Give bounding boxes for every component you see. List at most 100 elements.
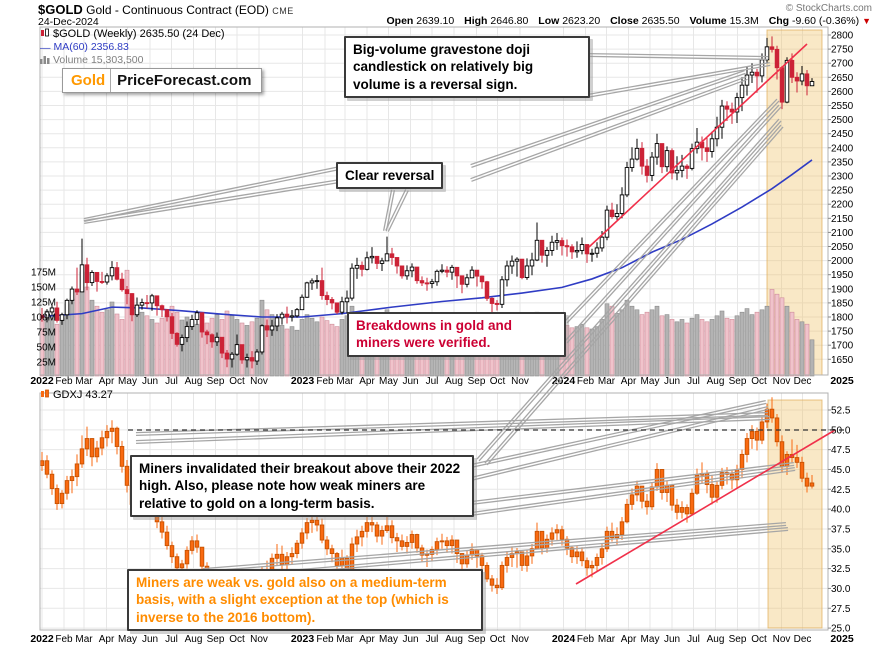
svg-text:Dec: Dec (794, 634, 812, 645)
svg-text:125M: 125M (31, 298, 56, 309)
svg-text:37.5: 37.5 (831, 524, 851, 535)
svg-text:25.0: 25.0 (831, 624, 851, 635)
svg-text:2750: 2750 (831, 45, 854, 56)
svg-text:Aug: Aug (185, 634, 203, 645)
svg-text:2450: 2450 (831, 129, 854, 140)
svg-text:Oct: Oct (490, 634, 506, 645)
svg-text:27.5: 27.5 (831, 604, 851, 615)
chart-title-line: $GOLD Gold - Continuous Contract (EOD) C… (38, 2, 294, 17)
svg-text:30.0: 30.0 (831, 584, 851, 595)
candlestick-icon (40, 28, 50, 42)
svg-text:Feb: Feb (55, 634, 73, 645)
close-value: 2635.50 (641, 15, 680, 27)
instrument-title: Gold - Continuous Contract (EOD) (86, 3, 269, 17)
ma-line-icon: — (40, 42, 51, 54)
svg-text:Jun: Jun (142, 376, 158, 387)
svg-text:32.5: 32.5 (831, 564, 851, 575)
gold-legend-volume: Volume 15,303,500 (53, 54, 144, 66)
svg-text:1950: 1950 (831, 270, 854, 281)
chart-date: 24-Dec-2024 (38, 16, 99, 28)
svg-text:2025: 2025 (830, 633, 854, 645)
svg-text:Sep: Sep (729, 634, 747, 645)
svg-text:2500: 2500 (831, 115, 854, 126)
svg-text:Feb: Feb (55, 376, 73, 387)
svg-text:Jun: Jun (142, 634, 158, 645)
svg-text:May: May (641, 376, 660, 387)
svg-text:Oct: Oct (751, 376, 767, 387)
exchange-label: CME (272, 6, 294, 16)
svg-text:Jul: Jul (426, 376, 439, 387)
svg-text:2300: 2300 (831, 172, 854, 183)
watermark-gold-label: Gold (71, 72, 106, 89)
svg-text:Aug: Aug (707, 634, 725, 645)
high-value: 2646.80 (490, 15, 529, 27)
svg-text:Aug: Aug (445, 634, 463, 645)
svg-text:35.0: 35.0 (831, 544, 851, 555)
svg-text:47.5: 47.5 (831, 445, 851, 456)
symbol-label: $GOLD (38, 2, 83, 17)
svg-text:Apr: Apr (99, 376, 115, 387)
svg-text:Apr: Apr (621, 634, 637, 645)
gdxj-legend: GDXJ 43.27 (40, 389, 113, 402)
priceforecast-watermark: Gold PriceForecast.com (62, 68, 263, 93)
svg-text:52.5: 52.5 (831, 406, 851, 417)
watermark-site-label: PriceForecast.com (110, 69, 261, 92)
svg-text:Sep: Sep (468, 376, 486, 387)
svg-text:Jun: Jun (664, 634, 680, 645)
low-label: Low (538, 15, 560, 27)
svg-text:Apr: Apr (359, 634, 375, 645)
svg-text:May: May (641, 634, 660, 645)
svg-text:75M: 75M (37, 328, 56, 339)
svg-text:2000: 2000 (831, 256, 854, 267)
svg-text:Jun: Jun (664, 376, 680, 387)
svg-text:Nov: Nov (511, 376, 529, 387)
svg-text:Oct: Oct (229, 376, 245, 387)
svg-text:2050: 2050 (831, 242, 854, 253)
svg-text:175M: 175M (31, 268, 56, 279)
svg-text:2800: 2800 (831, 31, 854, 42)
svg-text:Jul: Jul (165, 376, 178, 387)
price-down-triangle-icon: ▼ (862, 16, 871, 26)
gold-legend-ma: MA(60) 2356.83 (53, 41, 129, 53)
svg-text:50.0: 50.0 (831, 425, 851, 436)
svg-text:100M: 100M (31, 313, 56, 324)
close-label: Close (610, 15, 639, 27)
open-label: Open (386, 15, 414, 27)
svg-text:Sep: Sep (207, 634, 225, 645)
svg-text:Nov: Nov (511, 634, 529, 645)
volume-label: Volume (689, 15, 727, 27)
svg-text:2025: 2025 (830, 375, 854, 387)
svg-text:150M: 150M (31, 283, 56, 294)
svg-text:Mar: Mar (336, 634, 354, 645)
svg-text:Nov: Nov (250, 376, 268, 387)
volume-bars-icon (40, 55, 50, 68)
svg-text:Aug: Aug (185, 376, 203, 387)
svg-text:May: May (379, 634, 398, 645)
svg-text:2023: 2023 (291, 633, 315, 645)
svg-text:May: May (379, 376, 398, 387)
gold-legend-symbol: $GOLD (Weekly) 2635.50 (24 Dec) (53, 28, 225, 40)
svg-text:25M: 25M (37, 358, 56, 369)
svg-text:1650: 1650 (831, 355, 854, 366)
svg-text:40.0: 40.0 (831, 505, 851, 516)
svg-text:Aug: Aug (445, 376, 463, 387)
svg-text:2023: 2023 (291, 375, 315, 387)
svg-text:2350: 2350 (831, 157, 854, 168)
quote-strip: Open 2639.10 High 2646.80 Low 2623.20 Cl… (379, 15, 871, 27)
svg-text:Mar: Mar (75, 376, 93, 387)
svg-text:2022: 2022 (30, 633, 54, 645)
svg-text:Oct: Oct (751, 634, 767, 645)
svg-text:2150: 2150 (831, 214, 854, 225)
svg-text:May: May (118, 376, 137, 387)
svg-text:2200: 2200 (831, 200, 854, 211)
svg-text:42.5: 42.5 (831, 485, 851, 496)
svg-text:Oct: Oct (490, 376, 506, 387)
svg-text:Feb: Feb (577, 634, 595, 645)
svg-text:2650: 2650 (831, 73, 854, 84)
high-label: High (464, 15, 488, 27)
svg-text:Mar: Mar (598, 376, 616, 387)
svg-text:2100: 2100 (831, 228, 854, 239)
svg-text:1700: 1700 (831, 341, 854, 352)
